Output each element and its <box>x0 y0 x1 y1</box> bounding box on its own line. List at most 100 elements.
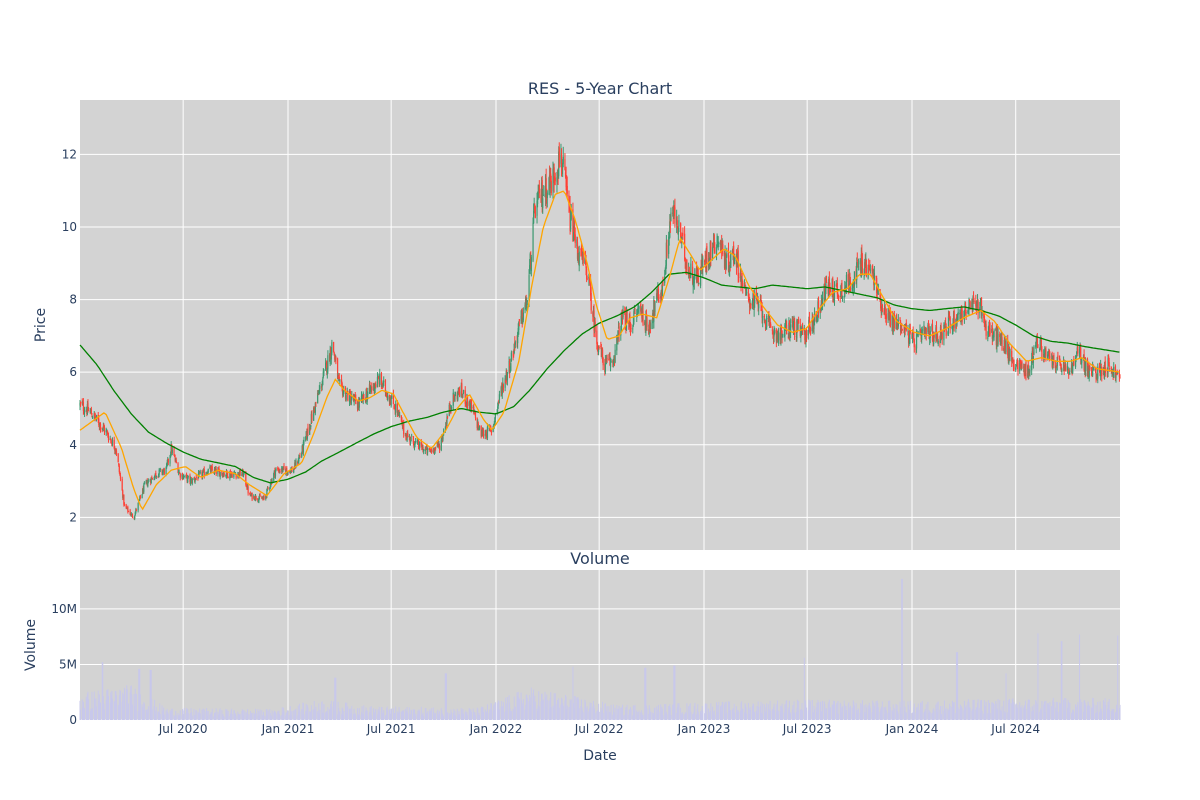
volume-bar <box>805 704 807 720</box>
volume-bar <box>558 698 560 720</box>
candle-body <box>743 286 746 288</box>
volume-bar <box>329 708 331 720</box>
volume-bar <box>167 713 169 720</box>
volume-bar <box>1106 708 1108 720</box>
volume-bar <box>525 705 527 720</box>
candle-body <box>397 411 399 415</box>
volume-bar <box>669 707 671 720</box>
volume-bar <box>973 710 975 720</box>
candle-body <box>478 425 481 430</box>
volume-bar <box>701 706 703 720</box>
candle-body <box>385 391 387 394</box>
candle-body <box>837 294 839 296</box>
volume-bar <box>536 708 538 720</box>
volume-bar <box>888 712 890 720</box>
volume-bar <box>191 712 193 720</box>
candle-body <box>610 360 612 362</box>
volume-bar <box>334 677 336 720</box>
volume-bar <box>586 706 588 720</box>
volume-bar <box>1075 704 1077 720</box>
volume-bar <box>169 710 171 720</box>
candle-body <box>788 320 791 335</box>
volume-bar <box>1104 712 1106 720</box>
volume-bar <box>610 713 612 720</box>
candle-body <box>293 469 295 473</box>
candle-body <box>90 408 92 415</box>
candle-body <box>628 322 630 324</box>
volume-plot-area[interactable] <box>80 570 1120 720</box>
candle-body <box>1088 367 1090 378</box>
candle-body <box>669 221 671 238</box>
volume-bar <box>1067 699 1069 720</box>
volume-bar <box>1060 703 1062 720</box>
volume-bar <box>725 701 727 720</box>
candle-body <box>413 442 415 448</box>
volume-bar <box>975 709 977 720</box>
price-plot-area[interactable] <box>80 100 1120 550</box>
volume-bar <box>608 706 610 720</box>
volume-bar <box>358 714 360 720</box>
volume-bar <box>1001 706 1003 720</box>
candle-body <box>782 336 784 338</box>
candle-body <box>871 267 873 272</box>
candle-body <box>688 266 690 276</box>
candle-body <box>211 466 213 471</box>
volume-bar <box>253 714 255 720</box>
volume-bar <box>554 698 556 720</box>
volume-bar <box>569 712 571 720</box>
candle-body <box>520 316 522 321</box>
volume-bar <box>712 706 714 720</box>
candle-body <box>185 474 188 476</box>
candle-body <box>800 329 802 337</box>
volume-bar <box>841 706 843 720</box>
volume-bar <box>441 713 443 720</box>
candle-body <box>654 301 656 312</box>
candle-body <box>450 406 453 409</box>
volume-bar <box>762 703 764 720</box>
candle-body <box>1101 366 1103 377</box>
volume-bar <box>860 703 862 720</box>
volume-bar <box>939 705 941 720</box>
volume-bar <box>430 711 432 720</box>
candle-body <box>162 470 164 473</box>
volume-bar <box>953 702 955 720</box>
volume-bar <box>106 691 108 720</box>
volume-bar <box>174 716 176 720</box>
volume-bar <box>391 708 393 720</box>
volume-bar <box>1056 711 1058 720</box>
volume-bar <box>133 694 135 720</box>
volume-bar <box>350 708 352 720</box>
volume-bar <box>836 702 838 720</box>
candle-body <box>929 330 931 338</box>
candle-body <box>183 476 185 478</box>
volume-bar <box>852 713 854 720</box>
volume-bar <box>674 665 676 720</box>
volume-bar <box>733 703 735 720</box>
volume-bar <box>315 706 317 720</box>
candle-body <box>943 324 945 341</box>
candle-body <box>546 192 548 198</box>
volume-bar <box>493 703 495 720</box>
candle-body <box>355 397 357 405</box>
volume-bar <box>267 710 269 720</box>
candle-body <box>821 297 824 304</box>
volume-bar <box>154 713 156 720</box>
volume-bar <box>840 707 842 720</box>
volume-bar <box>785 701 787 720</box>
volume-bar <box>1023 706 1025 720</box>
candle-body <box>992 335 994 339</box>
volume-bar <box>896 705 898 720</box>
candle-body <box>658 296 660 300</box>
volume-bar <box>857 713 859 720</box>
candle-body <box>618 326 620 337</box>
candle-body <box>944 324 946 328</box>
volume-bar <box>781 706 783 720</box>
candle-body <box>348 390 351 402</box>
price-y-tick-label: 10 <box>62 220 77 234</box>
volume-bar <box>657 709 659 720</box>
volume-bar <box>891 710 893 720</box>
volume-bar <box>831 704 833 720</box>
volume-bar <box>513 710 515 720</box>
volume-bar <box>956 652 958 720</box>
volume-bar <box>197 711 199 720</box>
